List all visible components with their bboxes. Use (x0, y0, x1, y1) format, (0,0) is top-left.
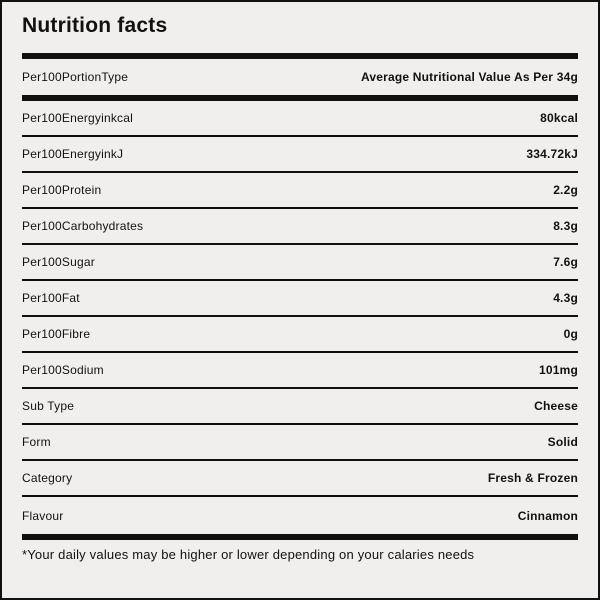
table-row: Form Solid (22, 425, 578, 461)
row-value: 0g (563, 327, 578, 341)
divider-thick-header (22, 95, 578, 101)
table-row: Per100Carbohydrates 8.3g (22, 209, 578, 245)
row-label: Per100Fat (22, 291, 80, 305)
row-label: Per100Protein (22, 183, 102, 197)
table-row: Per100Sugar 7.6g (22, 245, 578, 281)
row-value: 101mg (538, 363, 578, 377)
row-value: 80kcal (540, 111, 578, 125)
row-label: Flavour (22, 508, 64, 523)
table-header-row: Per100PortionType Average Nutritional Va… (22, 59, 578, 95)
footnote: *Your daily values may be higher or lowe… (22, 547, 475, 562)
row-label: Form (22, 435, 51, 449)
divider-thick-top (22, 53, 578, 59)
row-value: 7.6g (553, 255, 578, 269)
row-label: Per100Sugar (22, 255, 95, 269)
row-label: Sub Type (22, 399, 75, 413)
table-row: Sub Type Cheese (22, 389, 578, 425)
table-body: Per100Energyinkcal 80kcal Per100Energyin… (22, 101, 578, 534)
row-label: Per100EnergyinkJ (22, 147, 124, 161)
row-value: Cheese (534, 399, 578, 413)
row-value: 4.3g (553, 291, 578, 305)
row-value: 2.2g (553, 183, 578, 197)
header-value: Average Nutritional Value As Per 34g (360, 70, 578, 84)
divider-thick-bottom (22, 534, 578, 540)
table-row: Per100Protein 2.2g (22, 173, 578, 209)
table-row: Per100Fat 4.3g (22, 281, 578, 317)
table-row: Per100Sodium 101mg (22, 353, 578, 389)
row-value: Cinnamon (517, 508, 578, 523)
row-value: 8.3g (553, 219, 578, 233)
table-row: Flavour Cinnamon (22, 497, 578, 534)
row-label: Per100Energyinkcal (22, 111, 133, 125)
table-row: Category Fresh & Frozen (22, 461, 578, 497)
table-row: Per100Energyinkcal 80kcal (22, 101, 578, 137)
table-row: Per100Fibre 0g (22, 317, 578, 353)
table-row: Per100EnergyinkJ 334.72kJ (22, 137, 578, 173)
row-label: Category (22, 471, 73, 485)
row-value: Solid (547, 435, 578, 449)
row-value: Fresh & Frozen (487, 471, 578, 485)
header-label: Per100PortionType (22, 70, 129, 84)
panel-title: Nutrition facts (22, 14, 168, 37)
row-label: Per100Carbohydrates (22, 219, 144, 233)
row-label: Per100Fibre (22, 327, 91, 341)
row-label: Per100Sodium (22, 363, 104, 377)
row-value: 334.72kJ (526, 147, 578, 161)
